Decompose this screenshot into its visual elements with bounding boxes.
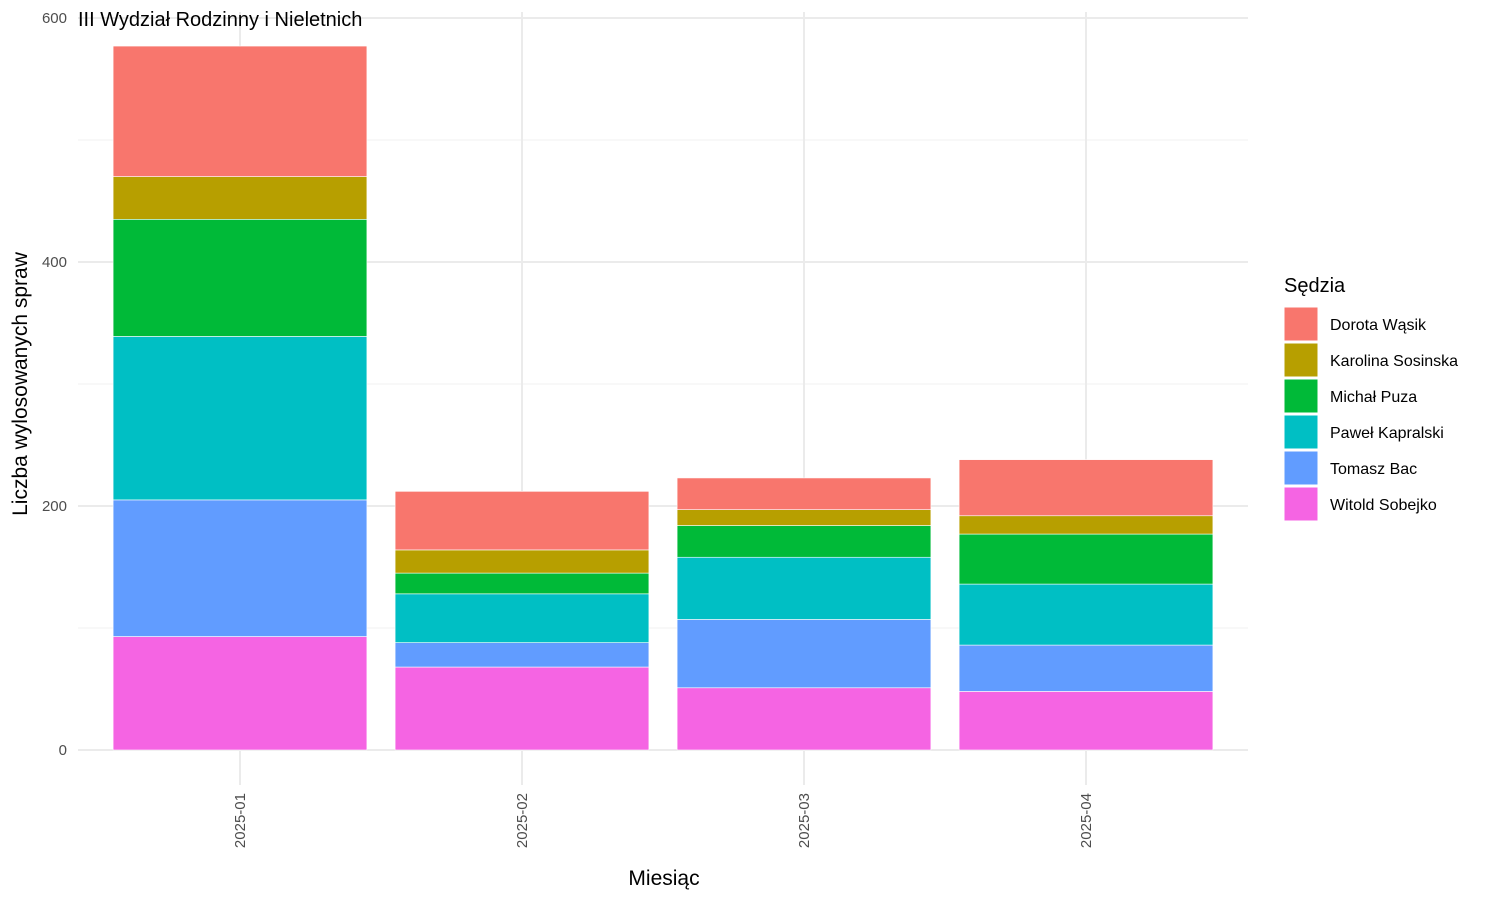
y-tick-label: 0 [59,742,67,759]
bar-segment [394,642,650,668]
bar-segment [112,176,368,220]
bar-segment [112,499,368,637]
legend-label: Karolina Sosinska [1330,353,1458,370]
legend: Sędzia Dorota Wąsik Karolina Sosinska Mich… [1283,275,1458,522]
bar-segment [112,219,368,337]
bar-segment [112,636,368,751]
y-tick-label: 200 [42,498,67,515]
bar-segment [676,477,932,510]
bar-segment [394,549,650,574]
x-tick-label: 2025-01 [232,793,249,848]
bar-segment [676,619,932,689]
legend-title: Sędzia [1284,275,1346,297]
bar-segment [676,525,932,558]
bar-segment [958,583,1214,646]
legend-swatch [1283,450,1319,486]
bar-segment [112,45,368,177]
bar-segment [394,593,650,643]
x-tick-label: 2025-03 [796,793,813,848]
legend-label: Tomasz Bac [1330,461,1417,478]
bars [112,45,1214,751]
x-axis-title: Miesiąc [628,867,699,890]
bar-segment [958,691,1214,751]
bar-segment [112,336,368,501]
legend-label: Paweł Kapralski [1330,425,1444,442]
bar-segment [394,491,650,551]
x-tick-label: 2025-04 [1078,793,1095,848]
bar-segment [958,533,1214,585]
bar-segment [676,509,932,526]
legend-swatch [1283,414,1319,450]
legend-swatch [1283,378,1319,414]
y-tick-label: 400 [42,254,67,271]
chart-title: III Wydział Rodzinny i Nieletnich [78,9,362,31]
bar-segment [676,556,932,620]
bar-segment [958,644,1214,692]
legend-label: Witold Sobejko [1330,497,1437,514]
legend-label: Michał Puza [1330,389,1417,406]
bar-segment [676,687,932,751]
x-axis-ticks: 2025-01 2025-02 2025-03 2025-04 [232,793,1095,848]
bar-segment [958,515,1214,535]
legend-swatch [1283,486,1319,522]
bar-segment [394,666,650,751]
y-axis-ticks: 0 200 400 600 [42,10,67,759]
legend-swatch [1283,342,1319,378]
x-tick-label: 2025-02 [514,793,531,848]
y-tick-label: 600 [42,10,67,27]
bar-segment [958,459,1214,517]
y-axis-title: Liczba wylosowanych spraw [9,251,32,516]
legend-swatch [1283,306,1319,342]
legend-label: Dorota Wąsik [1330,317,1427,334]
bar-segment [394,572,650,595]
